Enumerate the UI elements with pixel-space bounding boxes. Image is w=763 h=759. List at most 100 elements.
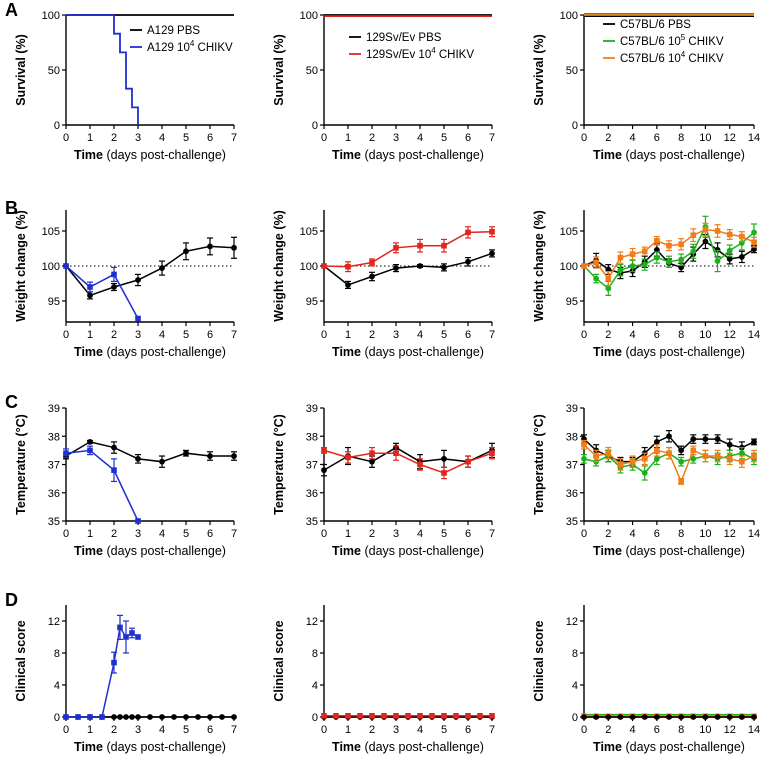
x-tick-label: 14 [748, 132, 760, 144]
series [66, 14, 139, 125]
series [581, 714, 757, 720]
data-point [357, 713, 363, 719]
y-axis-label: Survival (%) [532, 34, 546, 106]
data-point [653, 455, 660, 462]
data-point [702, 714, 709, 720]
x-tick-label: 5 [183, 132, 189, 144]
data-point [653, 439, 660, 445]
data-point [207, 714, 213, 720]
x-axis-label-bold: Time [74, 544, 103, 558]
data-point [654, 238, 660, 244]
y-tick-label: 100 [300, 10, 318, 22]
x-axis-label-rest: (days post-challenge) [103, 740, 226, 754]
y-tick-label: 12 [306, 616, 318, 628]
x-axis-label: Time (days post-challenge) [74, 544, 226, 558]
y-axis-label: Survival (%) [14, 34, 28, 106]
data-point [605, 714, 612, 720]
data-point [653, 254, 660, 261]
x-tick-label: 10 [699, 528, 711, 540]
x-tick-label: 2 [369, 329, 375, 341]
x-axis-label-rest: (days post-challenge) [103, 544, 226, 558]
panel-letter-c: C [5, 392, 18, 412]
y-tick-label: 0 [312, 712, 318, 724]
x-tick-label: 2 [605, 724, 611, 736]
x-tick-label: 3 [393, 329, 399, 341]
y-tick-label: 4 [572, 680, 578, 692]
data-point [87, 292, 93, 299]
data-point [135, 714, 141, 720]
data-point [678, 478, 684, 485]
x-tick-label: 2 [369, 724, 375, 736]
series [63, 614, 141, 720]
x-tick-label: 4 [417, 528, 423, 540]
x-tick-label: 2 [111, 528, 117, 540]
data-point [702, 226, 709, 233]
series-line [65, 449, 139, 522]
y-tick-label: 38 [566, 431, 578, 443]
x-tick-label: 1 [345, 528, 351, 540]
data-point [653, 247, 660, 253]
data-point [581, 441, 587, 448]
data-point [678, 241, 684, 248]
data-point [321, 447, 327, 454]
data-point [726, 456, 733, 462]
x-axis-label-rest: (days post-challenge) [361, 544, 484, 558]
x-tick-label: 4 [159, 724, 165, 736]
data-point [751, 239, 757, 245]
y-tick-label: 12 [566, 616, 578, 628]
data-point [617, 714, 624, 720]
data-point [738, 714, 745, 720]
data-point [654, 447, 660, 454]
x-tick-label: 0 [581, 329, 587, 341]
chart-c2: 0 1 2 3 4 5 6 7 35 36 37 38 39 Time (days post-challe… [272, 403, 495, 558]
x-tick-label: 6 [654, 132, 660, 144]
x-tick-label: 6 [654, 724, 660, 736]
x-tick-label: 6 [465, 329, 471, 341]
data-point [441, 470, 447, 476]
x-axis-label-rest: (days post-challenge) [361, 740, 484, 754]
data-point [726, 714, 733, 720]
data-point [641, 248, 648, 255]
data-point [393, 450, 399, 456]
x-axis-label-bold: Time [74, 148, 103, 162]
y-tick-label: 35 [566, 516, 578, 528]
x-tick-label: 5 [183, 329, 189, 341]
y-axis-label: Clinical score [532, 620, 546, 701]
x-tick-label: 0 [321, 528, 327, 540]
data-point [63, 450, 69, 456]
data-point [581, 263, 587, 269]
data-point [159, 714, 165, 720]
data-point [381, 713, 387, 719]
y-tick-label: 50 [306, 65, 318, 77]
x-tick-label: 5 [441, 329, 447, 341]
data-point [417, 713, 423, 719]
y-tick-label: 0 [54, 120, 60, 132]
x-tick-label: 0 [581, 724, 587, 736]
x-tick-label: 7 [231, 329, 237, 341]
data-point [369, 713, 375, 719]
x-axis-label-rest: (days post-challenge) [361, 148, 484, 162]
data-point [87, 447, 93, 454]
data-point [441, 713, 447, 719]
data-point [738, 254, 745, 260]
x-tick-label: 5 [441, 724, 447, 736]
x-tick-label: 0 [321, 329, 327, 341]
x-axis-label-bold: Time [74, 740, 103, 754]
x-axis-label: Time (days post-challenge) [593, 544, 745, 558]
x-tick-label: 10 [699, 132, 711, 144]
y-tick-label: 36 [566, 488, 578, 500]
x-tick-label: 4 [417, 724, 423, 736]
data-point [666, 714, 672, 720]
x-axis-label-rest: (days post-challenge) [622, 148, 745, 162]
data-point [369, 273, 375, 280]
data-point [123, 634, 129, 640]
legend-entry: C57BL/6 104 CHIKV [620, 50, 724, 65]
data-point [641, 470, 648, 476]
data-point [678, 264, 685, 271]
x-tick-label: 2 [605, 132, 611, 144]
x-tick-label: 1 [87, 132, 93, 144]
data-point [63, 714, 69, 720]
x-axis-label-rest: (days post-challenge) [103, 345, 226, 359]
data-point [714, 228, 721, 234]
